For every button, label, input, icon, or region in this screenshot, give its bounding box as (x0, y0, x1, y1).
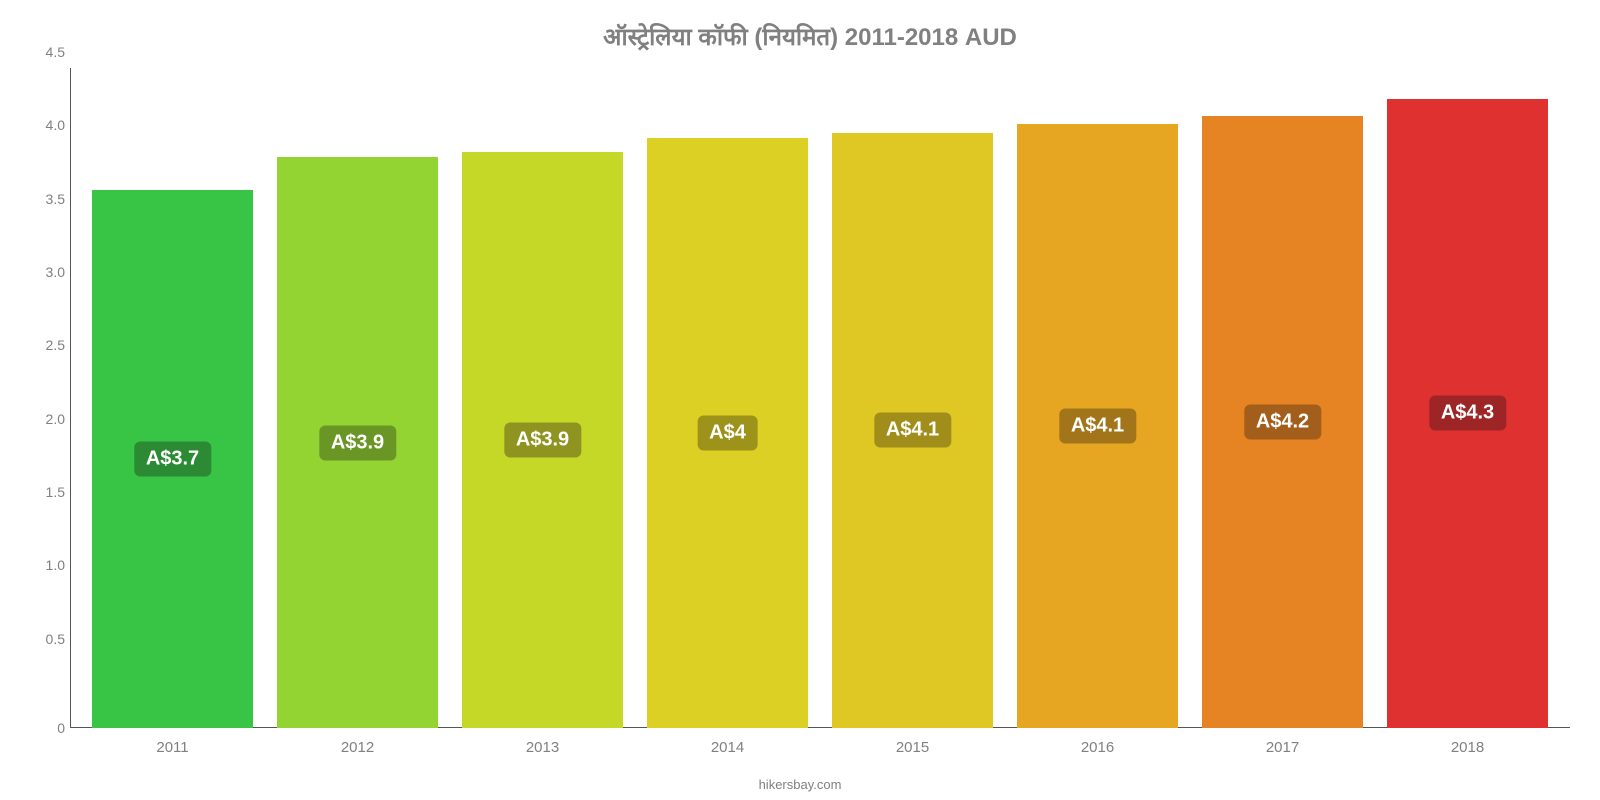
bar-wrapper: A$4.12016 (1005, 68, 1190, 728)
x-axis-label: 2015 (896, 739, 929, 756)
x-axis-label: 2012 (341, 739, 374, 756)
bar-value-label: A$3.7 (134, 441, 211, 476)
bar: A$4.1 (1017, 124, 1178, 728)
bar: A$4 (647, 138, 808, 728)
bar-wrapper: A$3.92012 (265, 68, 450, 728)
x-axis-label: 2018 (1451, 739, 1484, 756)
x-axis-label: 2014 (711, 739, 744, 756)
attribution: hikersbay.com (759, 777, 842, 792)
x-axis-label: 2016 (1081, 739, 1114, 756)
y-tick: 3.0 (46, 264, 65, 280)
y-axis: 0 0.5 1.0 1.5 2.0 2.5 3.0 3.5 4.0 4.5 (40, 68, 70, 728)
x-axis-label: 2013 (526, 739, 559, 756)
bar-value-label: A$4 (697, 416, 758, 451)
y-tick: 2.0 (46, 411, 65, 427)
bar-wrapper: A$42014 (635, 68, 820, 728)
bar-wrapper: A$3.72011 (80, 68, 265, 728)
bar-value-label: A$3.9 (504, 422, 581, 457)
y-tick: 4.0 (46, 117, 65, 133)
y-tick: 0.5 (46, 631, 65, 647)
bar: A$3.7 (92, 190, 253, 728)
bar-value-label: A$4.1 (1059, 408, 1136, 443)
bar-wrapper: A$3.92013 (450, 68, 635, 728)
y-tick: 0 (57, 720, 65, 736)
bar-value-label: A$4.3 (1429, 396, 1506, 431)
chart-container: ऑस्ट्रेलिया कॉफी (नियमित) 2011-2018 AUD … (0, 0, 1600, 800)
y-tick: 4.5 (46, 44, 65, 60)
x-axis-label: 2011 (156, 739, 188, 756)
bar-wrapper: A$4.22017 (1190, 68, 1375, 728)
bar: A$3.9 (462, 152, 623, 728)
y-tick: 2.5 (46, 337, 65, 353)
bar-wrapper: A$4.12015 (820, 68, 1005, 728)
y-tick: 3.5 (46, 191, 65, 207)
bar: A$4.3 (1387, 99, 1548, 728)
bar-value-label: A$4.1 (874, 413, 951, 448)
plot-area: 0 0.5 1.0 1.5 2.0 2.5 3.0 3.5 4.0 4.5 A$… (70, 68, 1570, 728)
bar: A$3.9 (277, 157, 438, 728)
bar: A$4.2 (1202, 116, 1363, 728)
bar-value-label: A$4.2 (1244, 405, 1321, 440)
y-tick: 1.0 (46, 557, 65, 573)
y-tick: 1.5 (46, 484, 65, 500)
chart-title: ऑस्ट्रेलिया कॉफी (नियमित) 2011-2018 AUD (50, 20, 1570, 53)
x-axis-label: 2017 (1266, 739, 1299, 756)
bar: A$4.1 (832, 133, 993, 728)
bar-wrapper: A$4.32018 (1375, 68, 1560, 728)
bar-value-label: A$3.9 (319, 425, 396, 460)
bars-area: A$3.72011A$3.92012A$3.92013A$42014A$4.12… (70, 68, 1570, 728)
